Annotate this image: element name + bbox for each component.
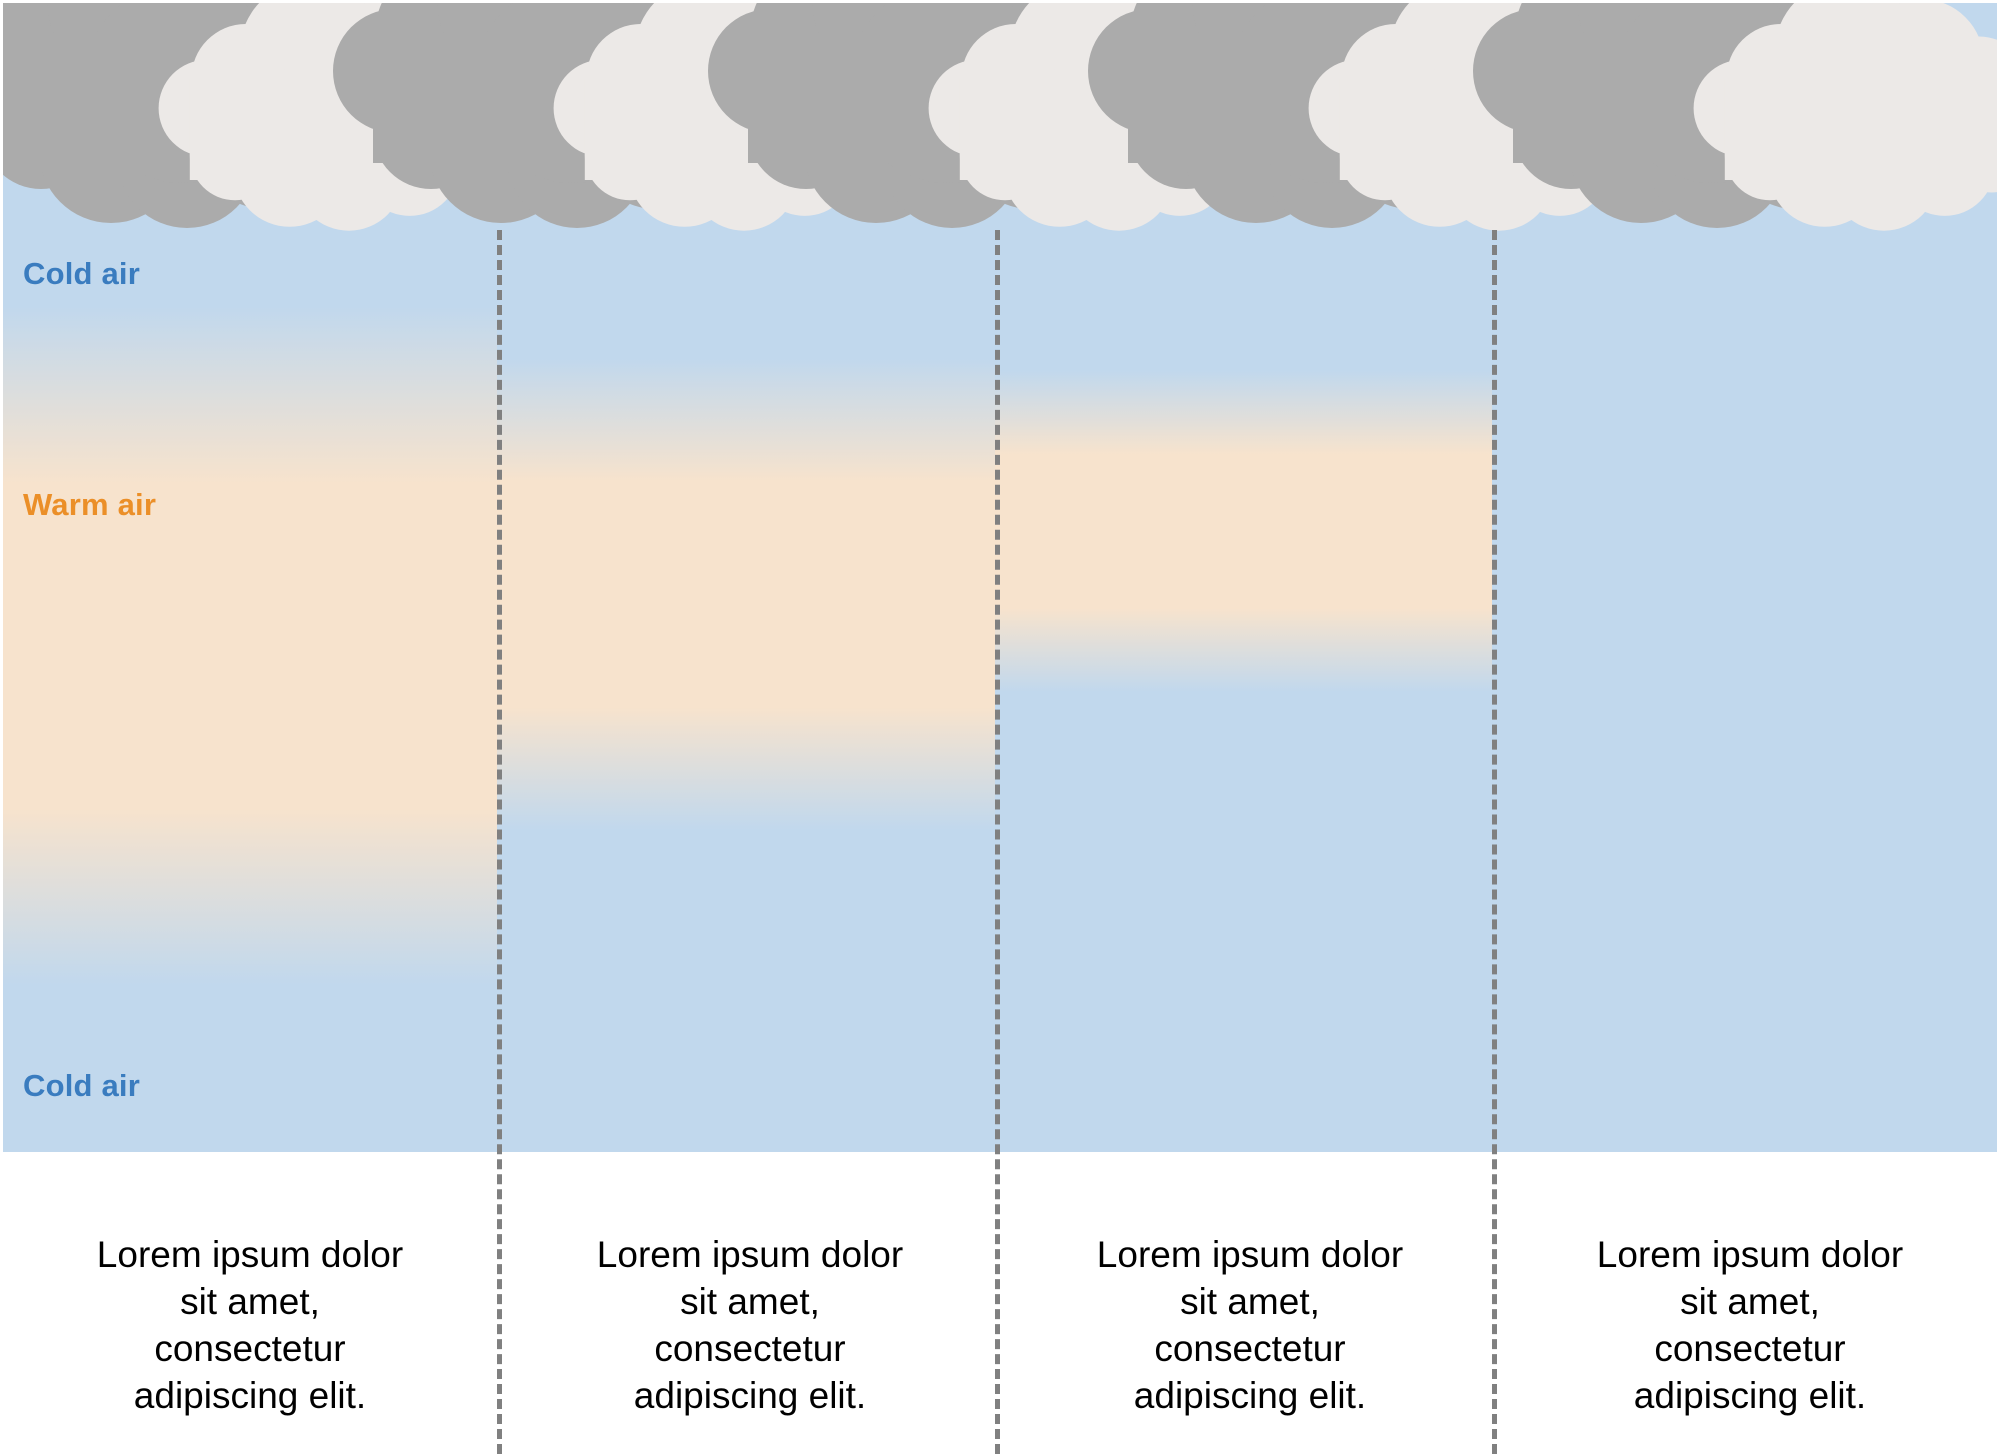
caption-cell-1: Lorem ipsum dolor sit amet, consectetur … — [0, 1232, 500, 1454]
air-column-2 — [497, 3, 995, 1152]
warm-air-layer-1 — [3, 307, 497, 986]
air-column-4 — [1492, 3, 1997, 1152]
caption-cell-3: Lorem ipsum dolor sit amet, consectetur … — [1000, 1232, 1500, 1454]
caption-text-1: Lorem ipsum dolor sit amet, consectetur … — [96, 1234, 404, 1416]
air-column-1 — [3, 3, 497, 1152]
warm-air-label: Warm air — [23, 487, 157, 522]
cold-air-label-top: Cold air — [23, 256, 141, 291]
caption-cell-2: Lorem ipsum dolor sit amet, consectetur … — [500, 1232, 1000, 1454]
caption-row: Lorem ipsum dolor sit amet, consectetur … — [0, 1232, 2000, 1454]
air-column-3 — [995, 3, 1492, 1152]
cold-air-label-bottom: Cold air — [23, 1068, 141, 1103]
air-mass-columns — [3, 3, 1997, 1152]
caption-text-3: Lorem ipsum dolor sit amet, consectetur … — [1096, 1234, 1404, 1416]
caption-text-4: Lorem ipsum dolor sit amet, consectetur … — [1596, 1234, 1904, 1416]
sky-panel: Cold air Warm air Cold air — [3, 3, 1997, 1152]
warm-air-layer-2 — [497, 359, 995, 831]
warm-air-layer-3 — [995, 370, 1492, 693]
caption-text-2: Lorem ipsum dolor sit amet, consectetur … — [596, 1234, 904, 1416]
caption-cell-4: Lorem ipsum dolor sit amet, consectetur … — [1500, 1232, 2000, 1454]
column-divider-3 — [1492, 230, 1497, 1454]
column-divider-1 — [497, 230, 502, 1454]
column-divider-2 — [995, 230, 1000, 1454]
